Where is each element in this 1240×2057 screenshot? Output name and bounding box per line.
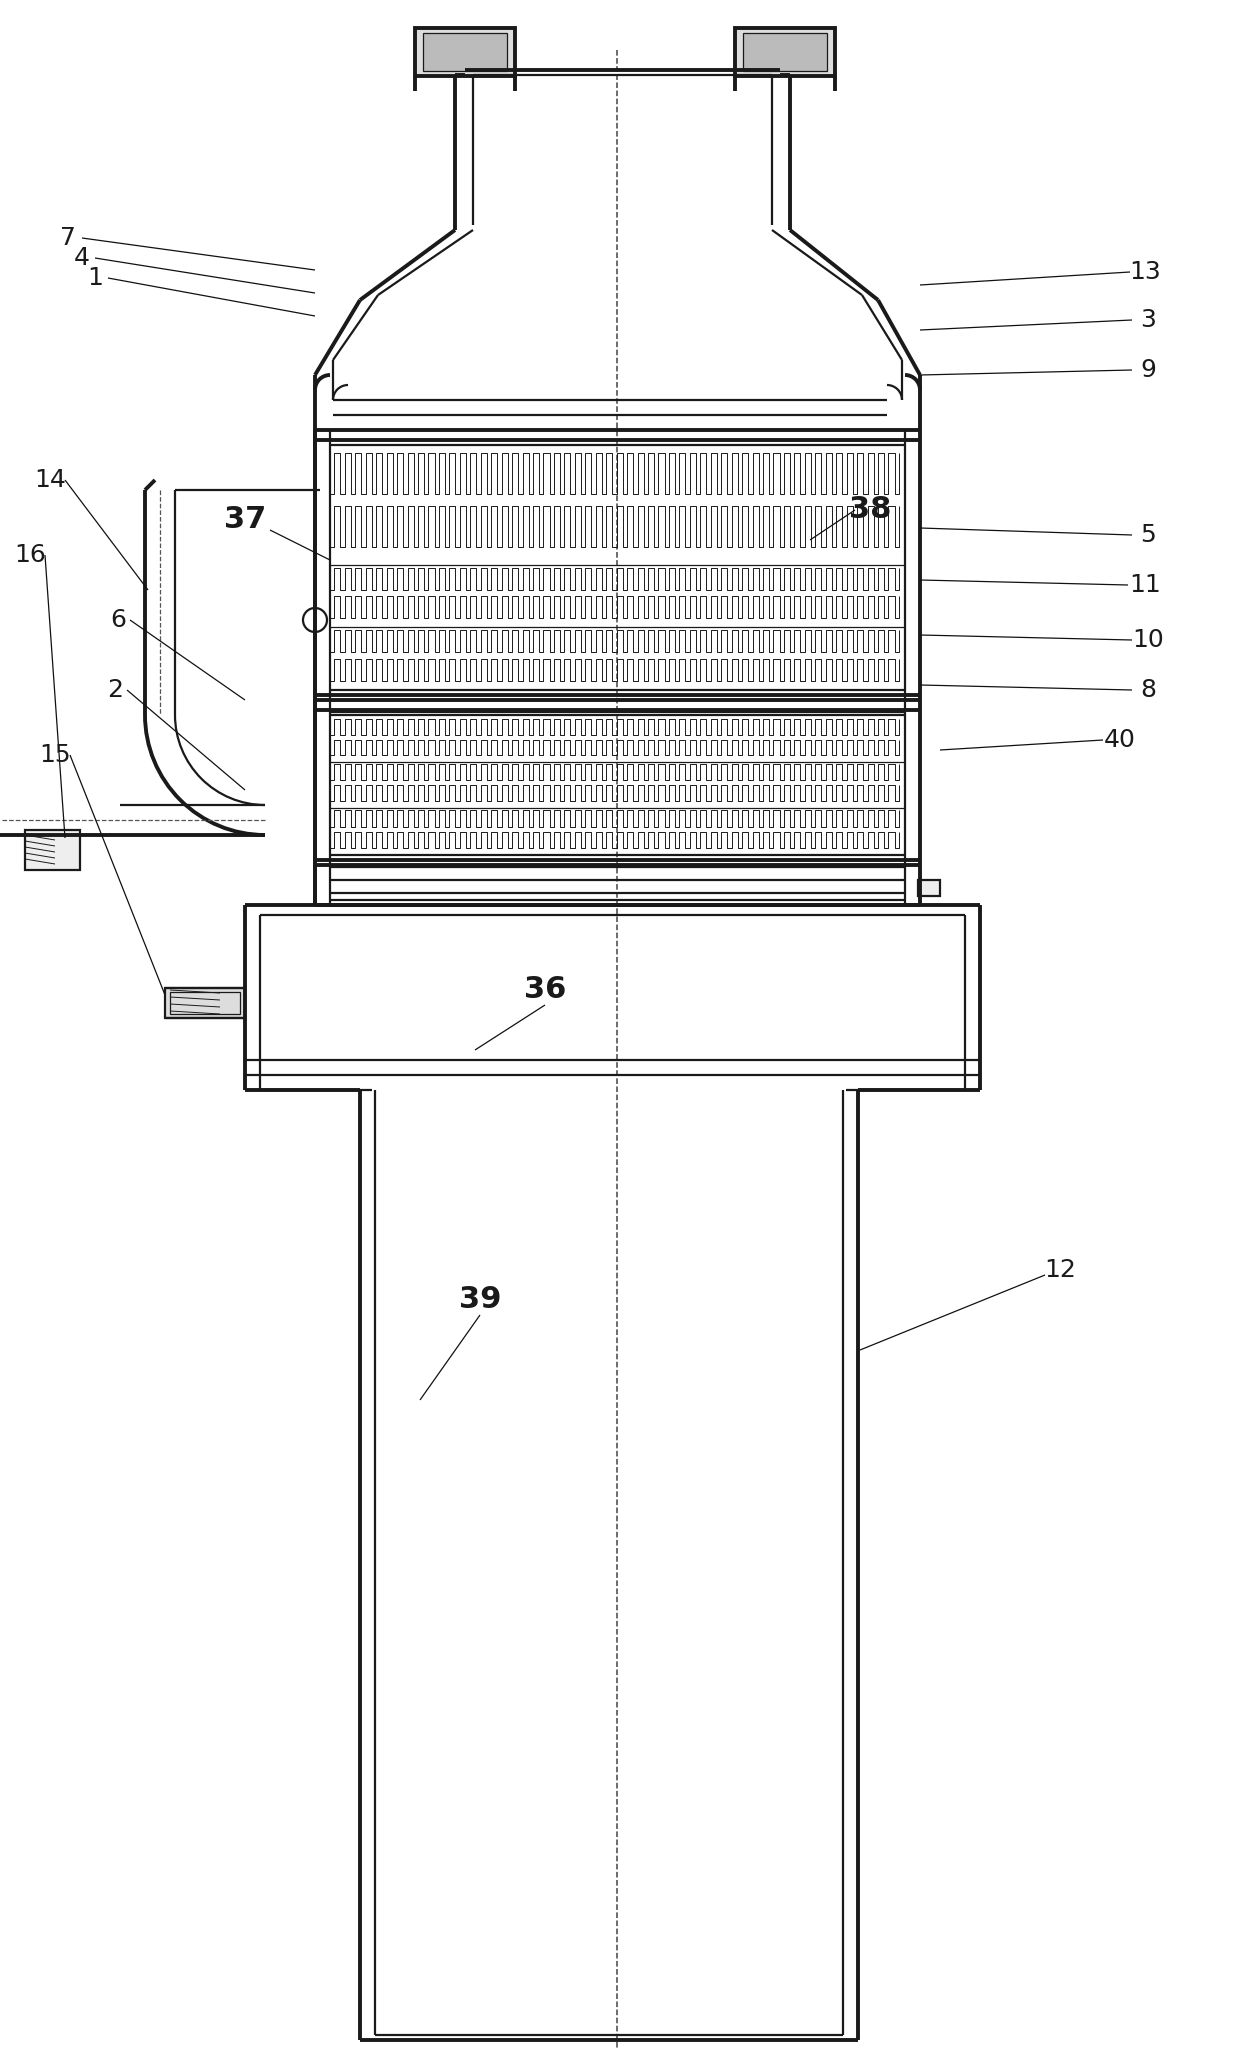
Text: 15: 15 bbox=[40, 743, 71, 767]
Text: 14: 14 bbox=[33, 469, 66, 492]
Text: 6: 6 bbox=[110, 609, 126, 631]
Text: 2: 2 bbox=[107, 679, 123, 701]
Bar bbox=[918, 880, 940, 897]
Bar bbox=[415, 29, 515, 76]
Text: 39: 39 bbox=[459, 1286, 501, 1314]
Text: 11: 11 bbox=[1130, 574, 1161, 597]
Text: 13: 13 bbox=[1130, 259, 1161, 284]
Text: 8: 8 bbox=[1140, 679, 1156, 701]
Text: 3: 3 bbox=[1140, 309, 1156, 331]
Bar bbox=[165, 987, 246, 1018]
Text: 12: 12 bbox=[1044, 1259, 1076, 1282]
Text: 7: 7 bbox=[60, 226, 76, 251]
Text: 5: 5 bbox=[1140, 522, 1156, 547]
Text: 16: 16 bbox=[14, 543, 46, 568]
Text: 37: 37 bbox=[224, 506, 267, 535]
Bar bbox=[735, 29, 835, 76]
Bar bbox=[170, 991, 241, 1014]
Text: 1: 1 bbox=[87, 265, 103, 290]
Bar bbox=[25, 831, 81, 870]
Text: 9: 9 bbox=[1140, 358, 1156, 383]
Text: 36: 36 bbox=[523, 975, 567, 1004]
Bar bbox=[423, 33, 507, 72]
Text: 4: 4 bbox=[74, 247, 91, 269]
Text: 38: 38 bbox=[849, 496, 892, 525]
Text: 40: 40 bbox=[1104, 728, 1136, 753]
Bar bbox=[743, 33, 827, 72]
Text: 10: 10 bbox=[1132, 627, 1164, 652]
